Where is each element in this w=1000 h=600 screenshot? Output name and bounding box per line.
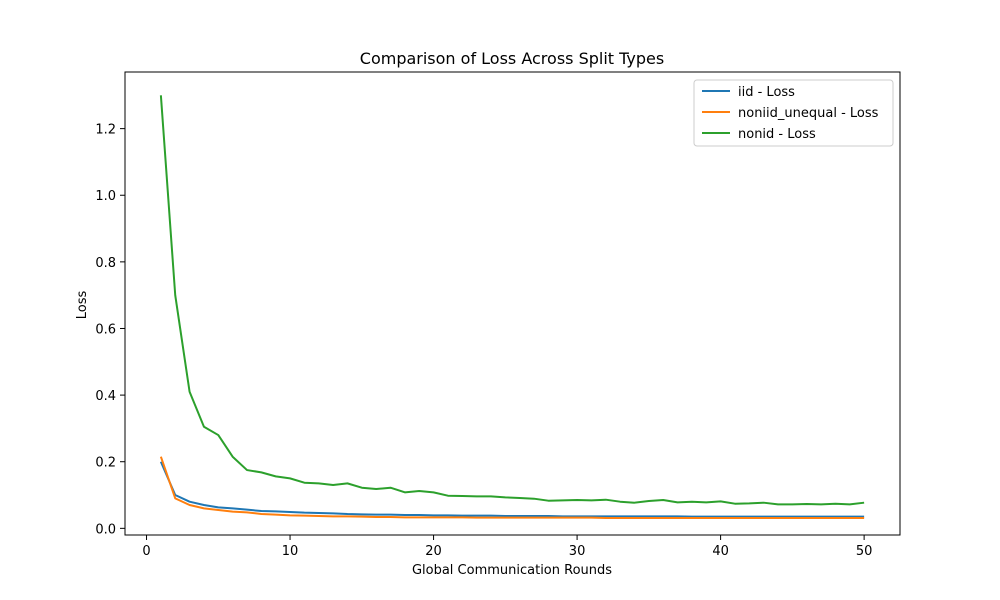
y-tick-label: 0.0 [95,522,116,537]
series-line-0 [159,461,865,518]
legend-label-2: nonid - Loss [738,127,816,142]
legend: iid - Loss noniid_unequal - Loss nonid - L… [693,79,894,147]
x-tick-label: 10 [282,544,299,559]
y-tick-label: 0.8 [95,256,116,271]
legend-label-1: noniid_unequal - Loss [738,106,879,121]
y-tick-label: 0.4 [95,389,116,404]
legend-box [693,79,894,147]
series-line-2 [159,95,865,506]
series-line-1 [159,456,865,520]
x-tick-label: 40 [712,544,729,559]
y-tick-label: 0.6 [95,322,116,337]
y-tick-label: 1.2 [95,123,116,138]
plot-area: 0 10 20 30 40 50 0.0 0.2 0.4 0.6 0.8 1.0 1.2 [95,71,901,559]
x-tick-label: 50 [856,544,873,559]
x-tick-label: 30 [569,544,586,559]
y-tick-label: 1.0 [95,189,116,204]
chart-title: Comparison of Loss Across Split Types [360,49,664,68]
y-axis-label: Loss [75,291,90,320]
x-axis-label: Global Communication Rounds [412,563,612,578]
legend-label-0: iid - Loss [738,85,795,100]
x-tick-label: 0 [142,544,150,559]
plot-frame [124,71,901,536]
x-tick-label: 20 [425,544,442,559]
y-tick-label: 0.2 [95,456,116,471]
